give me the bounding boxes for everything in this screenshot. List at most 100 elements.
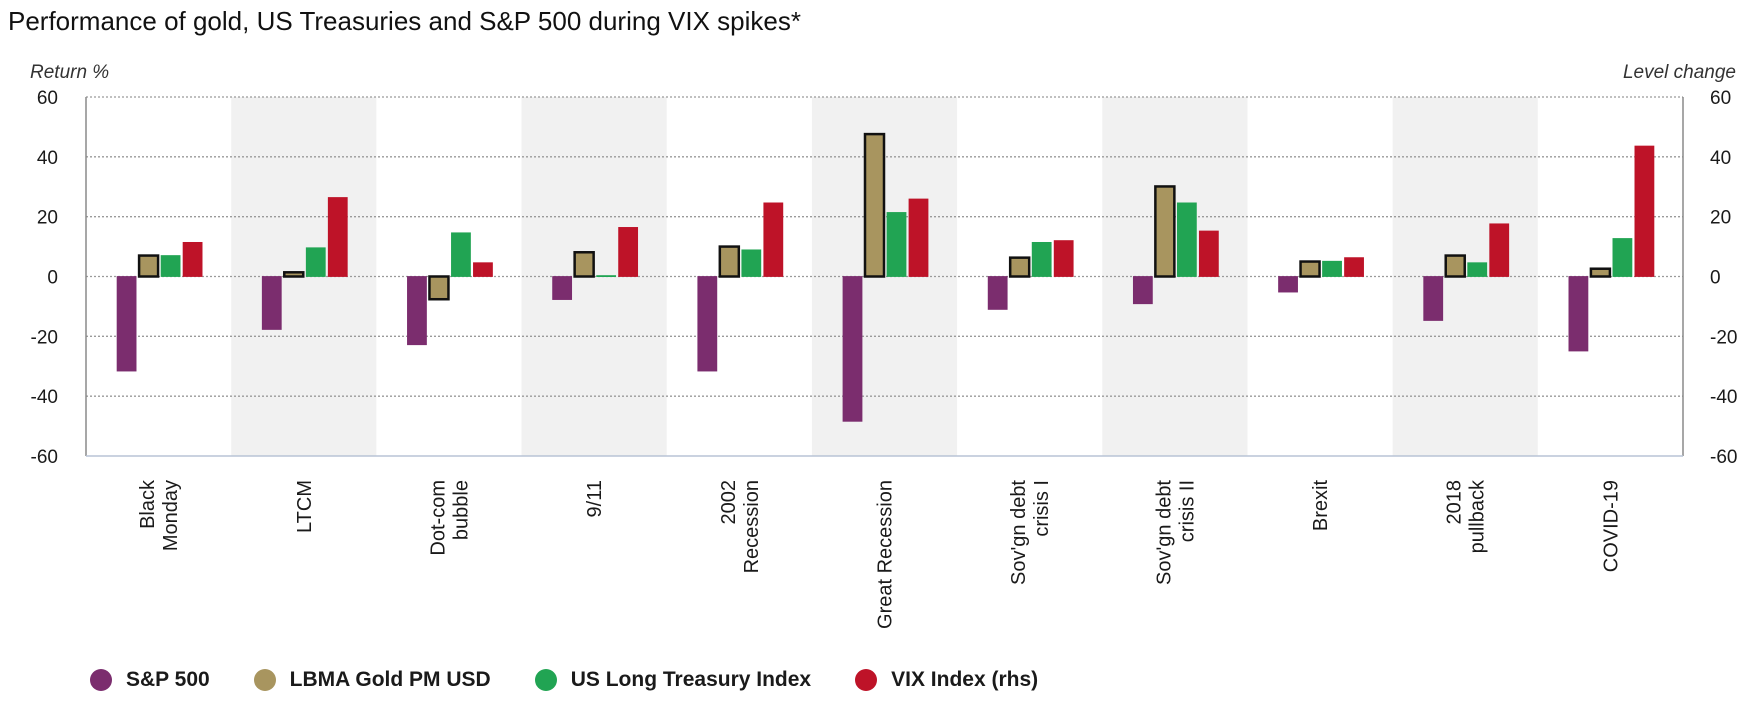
- bar-lbma-gold-pm-usd: [1154, 185, 1176, 278]
- bar-s-p-500: [1568, 276, 1589, 352]
- bar-us-long-treasury-index: [1467, 262, 1488, 277]
- bar-s-p-500: [261, 276, 282, 330]
- category-label: 9/11: [584, 480, 606, 517]
- legend-label: VIX Index (rhs): [891, 668, 1039, 691]
- bar-us-long-treasury-index: [160, 255, 181, 277]
- y-tick-label-right: 40: [1710, 148, 1731, 169]
- category-label-line: COVID-19: [1600, 480, 1622, 572]
- y-tick-label-right: -20: [1710, 327, 1737, 348]
- legend-label: LBMA Gold PM USD: [289, 668, 491, 691]
- category-label-line: Brexit: [1310, 480, 1332, 532]
- y-tick-label-right: -60: [1710, 447, 1737, 468]
- legend-swatch-icon: [90, 669, 112, 691]
- bar-lbma-gold-pm-usd: [1444, 254, 1466, 278]
- legend-item: LBMA Gold PM USD: [253, 668, 491, 692]
- y-axis-title-left: Return %: [30, 62, 109, 83]
- bar-s-p-500: [842, 276, 863, 422]
- y-tick-label-left: 20: [37, 208, 58, 229]
- category-label-line: Sov'gn debt: [1008, 480, 1030, 585]
- bar-us-long-treasury-index: [741, 249, 762, 277]
- legend-swatch-icon: [855, 669, 878, 691]
- category-label-line: 2018: [1444, 480, 1466, 525]
- y-tick-label-left: 40: [37, 148, 58, 169]
- category-label: COVID-19: [1600, 480, 1622, 572]
- bar-lbma-gold-pm-usd: [283, 271, 305, 278]
- bar-lbma-gold-pm-usd: [573, 251, 595, 278]
- bar-vix-index-rhs: [182, 241, 203, 277]
- bar-us-long-treasury-index: [451, 232, 471, 277]
- bar-s-p-500: [116, 276, 137, 372]
- bar-s-p-500: [1423, 276, 1444, 321]
- bar-us-long-treasury-index: [596, 275, 617, 278]
- category-label-line: crisis I: [1031, 480, 1053, 537]
- bar-vix-index-rhs: [327, 197, 348, 277]
- category-label-line: Recession: [741, 480, 763, 573]
- category-label: Great Recession: [875, 480, 897, 629]
- category-label-line: 9/11: [584, 480, 606, 517]
- category-label-line: Great Recession: [875, 480, 897, 629]
- bar-s-p-500: [697, 276, 718, 372]
- bar-lbma-gold-pm-usd: [1589, 267, 1612, 278]
- tick-labels: 60 60 40 40 20 20 0 0 -20 -20 -40 -40 -60 -60: [31, 88, 1738, 468]
- bar-vix-index-rhs: [473, 262, 493, 277]
- y-tick-label-left: 0: [47, 268, 58, 289]
- category-label-line: Sov'gn debt: [1153, 480, 1175, 585]
- bar-s-p-500: [407, 276, 427, 346]
- legend-label: S&P 500: [126, 668, 210, 691]
- y-axis-title-right: Level change: [1623, 62, 1736, 83]
- bar-s-p-500: [987, 276, 1008, 310]
- y-tick-label-left: -20: [31, 327, 58, 348]
- bar-vix-index-rhs: [1489, 223, 1510, 277]
- category-label: Dot-combubble: [427, 480, 472, 556]
- category-label: LTCM: [294, 480, 316, 533]
- bar-us-long-treasury-index: [1031, 241, 1052, 277]
- bar-vix-index-rhs: [1634, 145, 1655, 277]
- category-label: BlackMonday: [137, 479, 182, 551]
- category-label-line: Dot-com: [427, 480, 449, 556]
- y-tick-label-right: -40: [1710, 387, 1737, 408]
- chart-title: Performance of gold, US Treasuries and S…: [8, 6, 801, 36]
- bar-lbma-gold-pm-usd: [1008, 256, 1031, 278]
- bar-us-long-treasury-index: [1322, 260, 1342, 277]
- bar-lbma-gold-pm-usd: [137, 254, 160, 278]
- bar-us-long-treasury-index: [1612, 238, 1633, 277]
- y-tick-label-right: 0: [1710, 268, 1721, 289]
- y-tick-label-left: -60: [31, 447, 58, 468]
- y-tick-label-right: 60: [1710, 88, 1731, 109]
- legend-item: S&P 500: [90, 668, 210, 692]
- bar-vix-index-rhs: [1198, 230, 1219, 277]
- category-label: 2002Recession: [718, 480, 763, 573]
- bar-lbma-gold-pm-usd: [1299, 260, 1321, 278]
- legend-swatch-icon: [534, 669, 557, 691]
- category-label-line: Black: [137, 479, 159, 529]
- y-tick-label-left: -40: [31, 387, 58, 408]
- chart-canvas: 60 60 40 40 20 20 0 0 -20 -20 -40 -40 -60 -60 BlackMo…: [30, 62, 1738, 629]
- bar-s-p-500: [1132, 276, 1153, 305]
- category-label-line: Monday: [160, 480, 182, 551]
- category-label: Sov'gn debtcrisis II: [1153, 480, 1198, 585]
- bar-lbma-gold-pm-usd: [718, 245, 741, 278]
- bar-us-long-treasury-index: [1176, 202, 1197, 277]
- category-labels: BlackMonday LTCM Dot-combubble 9/11 2002Rece…: [137, 479, 1622, 629]
- category-label-line: bubble: [450, 480, 472, 540]
- axes: [85, 97, 1684, 457]
- bar-us-long-treasury-index: [305, 247, 326, 277]
- category-label: Brexit: [1310, 480, 1332, 532]
- category-label-line: crisis II: [1176, 480, 1198, 542]
- bar-vix-index-rhs: [1344, 257, 1364, 277]
- category-label-line: 2002: [718, 480, 740, 525]
- legend-label: US Long Treasury Index: [570, 668, 812, 691]
- category-label: Sov'gn debtcrisis I: [1008, 480, 1053, 585]
- bar-vix-index-rhs: [1053, 240, 1074, 277]
- bar-s-p-500: [1278, 276, 1298, 293]
- bar-us-long-treasury-index: [886, 212, 907, 277]
- legend: S&P 500 LBMA Gold PM USD US Long Treasury …: [90, 668, 1082, 692]
- category-label-line: pullback: [1467, 479, 1489, 553]
- bars: [116, 132, 1655, 422]
- category-label: 2018pullback: [1444, 479, 1489, 553]
- bar-vix-index-rhs: [618, 227, 639, 277]
- y-tick-label-left: 60: [37, 88, 58, 109]
- legend-swatch-icon: [253, 669, 276, 691]
- bar-lbma-gold-pm-usd: [863, 132, 886, 278]
- bar-vix-index-rhs: [763, 202, 784, 277]
